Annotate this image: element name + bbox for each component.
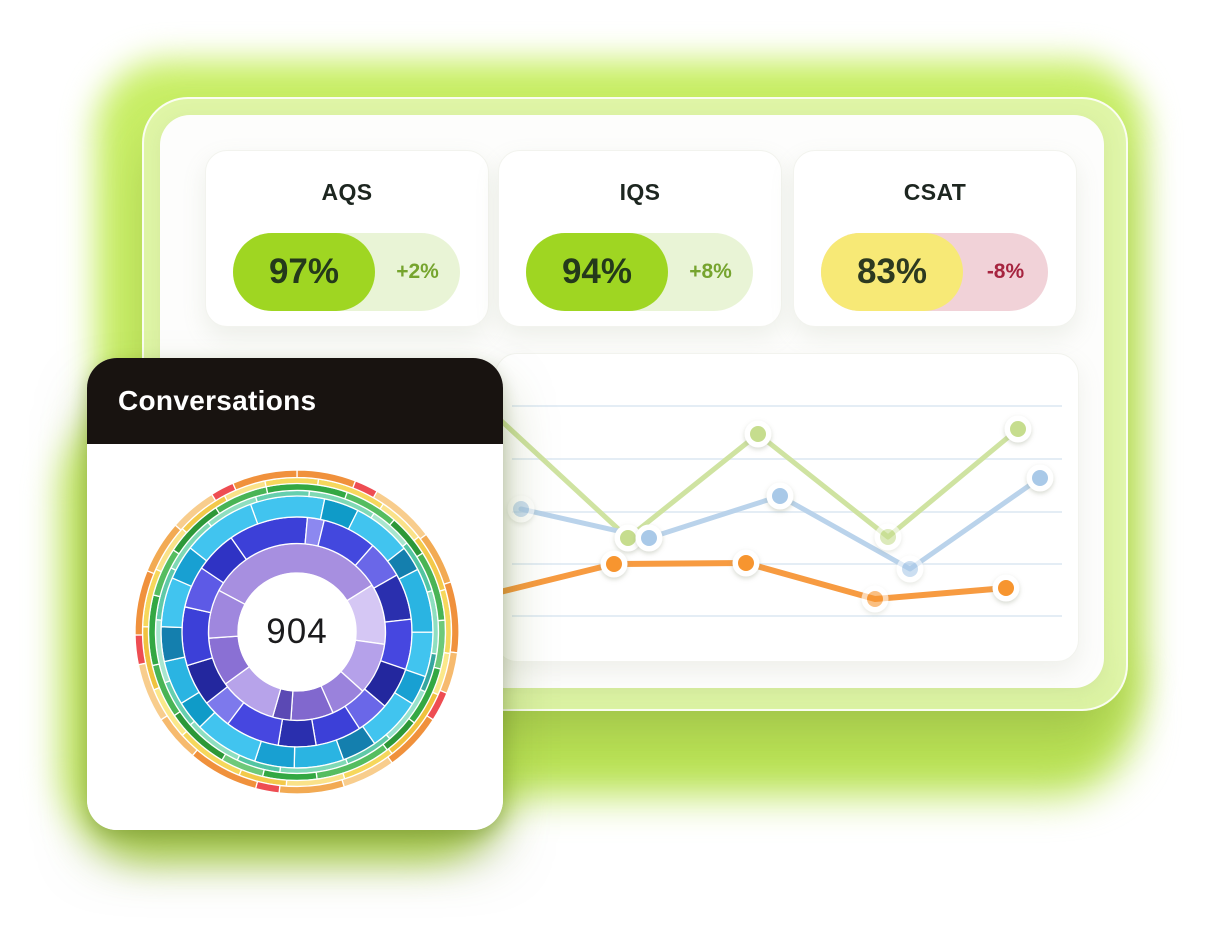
blue-series-data-point [507, 495, 535, 523]
blue-series-data-point [1026, 464, 1054, 492]
green-series-data-point [614, 524, 642, 552]
green-series-data-point [1004, 415, 1032, 443]
metric-card-csat: CSAT 83% -8% [793, 150, 1077, 327]
conversations-card-body: 904 [87, 444, 503, 830]
blue-series-data-point [766, 482, 794, 510]
metric-value-badge: 94% [526, 233, 668, 311]
blue-series-data-point [635, 524, 663, 552]
metric-value-badge: 97% [233, 233, 375, 311]
sunburst-chart: 904 [131, 466, 463, 798]
metric-title: AQS [321, 179, 373, 205]
metric-title: IQS [619, 179, 661, 205]
metric-card-aqs: AQS 97% +2% [205, 150, 489, 327]
metric-delta-badge: +2% [396, 260, 439, 283]
conversations-card-title: Conversations [118, 385, 317, 416]
sunburst-total-value: 904 [266, 612, 328, 651]
metric-title: CSAT [903, 179, 967, 205]
conversations-card: Conversations 904 [87, 358, 503, 830]
metric-card-iqs: IQS 94% +8% [498, 150, 782, 327]
metric-delta-badge: -8% [986, 260, 1025, 283]
orange-series-data-point [992, 574, 1020, 602]
line-chart [496, 405, 1062, 617]
orange-series-data-point [861, 585, 889, 613]
line-chart-card [495, 353, 1079, 662]
sunburst-center-circle [237, 572, 357, 692]
metric-delta-badge: +8% [689, 260, 732, 283]
metric-pill: 94% +8% [526, 233, 753, 311]
metric-pill: 97% +2% [233, 233, 460, 311]
green-series-data-point [874, 523, 902, 551]
orange-series-data-point [600, 550, 628, 578]
sunburst-segment-outer-orange [232, 469, 298, 491]
metric-pill: 83% -8% [821, 233, 1048, 311]
green-series-data-point [744, 420, 772, 448]
metric-value-badge: 83% [821, 233, 963, 311]
blue-series-data-point [896, 555, 924, 583]
conversations-card-header: Conversations [87, 358, 503, 444]
orange-series-data-point [732, 549, 760, 577]
sunburst-svg [134, 469, 460, 795]
